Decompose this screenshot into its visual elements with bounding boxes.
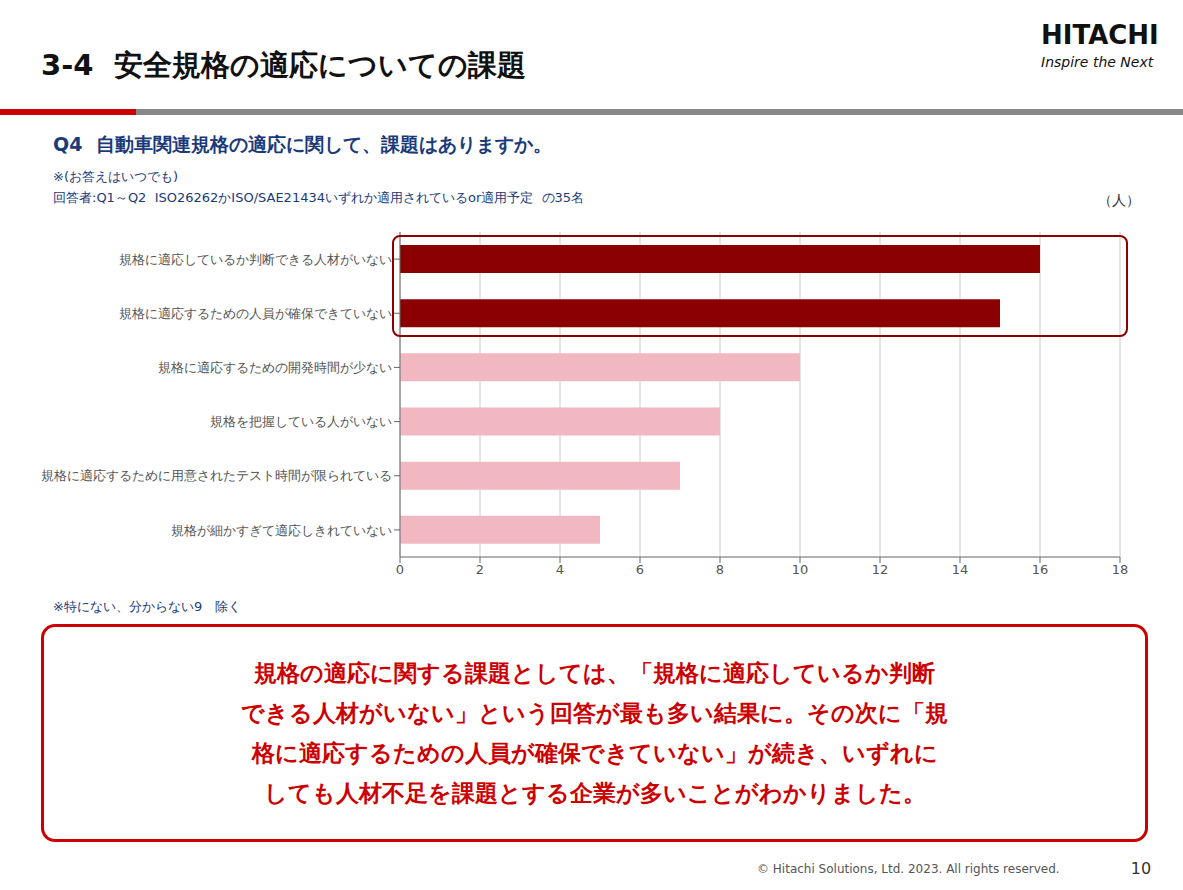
svg-text:規格を把握している人がいない: 規格を把握している人がいない xyxy=(210,414,392,429)
svg-text:0: 0 xyxy=(396,562,404,577)
html-text:10: 10 xyxy=(1130,859,1152,878)
html-text:規格の適応に関する課題としては、「規格に適応しているか判断: 規格の適応に関する課題としては、「規格に適応しているか判断 xyxy=(254,660,935,686)
svg-text:2: 2 xyxy=(476,562,484,577)
svg-text:14: 14 xyxy=(952,562,969,577)
svg-text:16: 16 xyxy=(1032,562,1049,577)
html-text:Inspire the Next: Inspire the Next xyxy=(1041,54,1154,70)
html-text:格に適応するための人員が確保できていない」が続き、いずれに: 格に適応するための人員が確保できていない」が続き、いずれに xyxy=(251,740,938,766)
svg-text:規格が細かすぎて適応しきれていない: 規格が細かすぎて適応しきれていない xyxy=(171,523,392,538)
svg-text:規格に適応するために用意されたテスト時間が限られている: 規格に適応するために用意されたテスト時間が限られている xyxy=(41,468,392,483)
svg-text:12: 12 xyxy=(872,562,889,577)
html-text:※(お答えはいつでも): ※(お答えはいつでも) xyxy=(53,169,178,184)
svg-text:規格に適応しているか判断できる人材がいない: 規格に適応しているか判断できる人材がいない xyxy=(119,252,392,267)
html-text:3-4 安全規格の適応についての課題: 3-4 安全規格の適応についての課題 xyxy=(41,48,526,82)
svg-text:10: 10 xyxy=(792,562,809,577)
svg-text:6: 6 xyxy=(636,562,644,577)
svg-text:規格に適応するための開発時間が少ない: 規格に適応するための開発時間が少ない xyxy=(158,360,392,375)
html-text:HITACHI: HITACHI xyxy=(1041,20,1159,50)
svg-text:8: 8 xyxy=(716,562,724,577)
html-text:（人）: （人） xyxy=(1098,192,1140,208)
html-text:© Hitachi Solutions, Ltd. 2023: © Hitachi Solutions, Ltd. 2023. All righ… xyxy=(757,862,1060,876)
html-text:回答者:Q1～Q2 ISO26262かISO/SAE2143: 回答者:Q1～Q2 ISO26262かISO/SAE21434いずれか適用されて… xyxy=(53,190,585,205)
html-text:Q4 自動車関連規格の適応に関して、課題はありますか。: Q4 自動車関連規格の適応に関して、課題はありますか。 xyxy=(53,133,552,155)
html-text:しても人材不足を課題とする企業が多いことがわかりました。: しても人材不足を課題とする企業が多いことがわかりました。 xyxy=(263,780,926,806)
html-text:※特にない、分からない9 除く: ※特にない、分からない9 除く xyxy=(53,599,242,614)
html-text:できる人材がいない」という回答が最も多い結果に。その次に「規: できる人材がいない」という回答が最も多い結果に。その次に「規 xyxy=(241,700,948,726)
svg-text:4: 4 xyxy=(556,562,564,577)
svg-text:規格に適応するための人員が確保できていない: 規格に適応するための人員が確保できていない xyxy=(119,306,392,321)
svg-text:18: 18 xyxy=(1112,562,1129,577)
